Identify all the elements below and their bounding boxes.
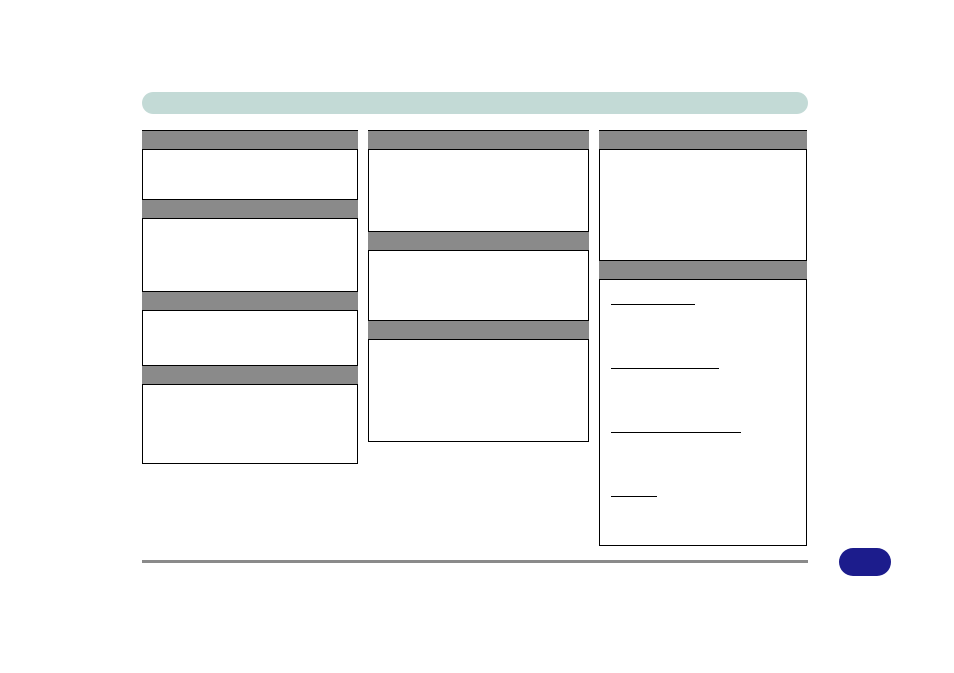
section-header	[599, 130, 807, 150]
page	[0, 0, 954, 673]
section-header	[368, 320, 589, 340]
section-header	[142, 291, 358, 311]
page-badge	[839, 548, 891, 576]
col-middle	[368, 130, 589, 442]
col-right	[599, 130, 807, 546]
section-header	[142, 130, 358, 150]
title-bar	[142, 92, 808, 114]
content-underline	[611, 304, 695, 305]
section-header	[368, 130, 589, 150]
section-header	[368, 231, 589, 251]
section-header	[142, 199, 358, 219]
section-header	[599, 260, 807, 280]
footer-rule	[142, 560, 808, 563]
content-underline	[611, 368, 719, 369]
content-underline	[611, 496, 657, 497]
content-underline	[611, 432, 741, 433]
section-header	[142, 365, 358, 385]
